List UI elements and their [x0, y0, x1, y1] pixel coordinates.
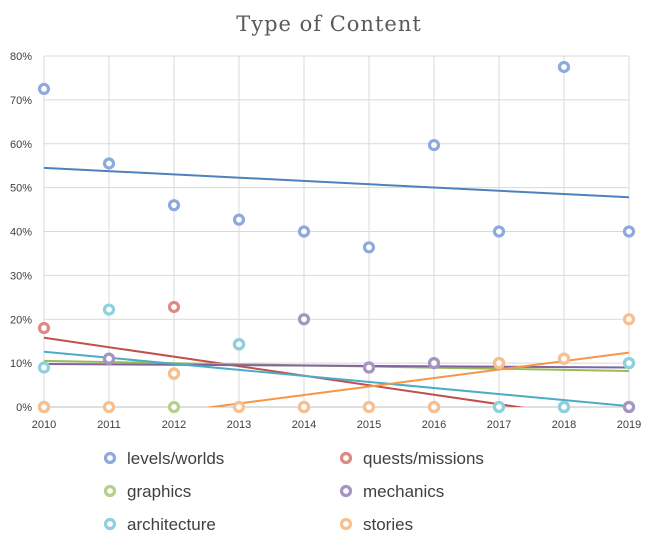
plot-grid: [43, 55, 630, 408]
data-point: [622, 225, 636, 238]
data-point: [427, 357, 441, 370]
legend-marker: [103, 451, 117, 465]
series-levels-worlds: [37, 60, 636, 254]
data-point: [557, 400, 571, 414]
legend: levels/worlds quests/missions graphics mech…: [103, 449, 484, 534]
data-point: [167, 400, 181, 414]
y-axis-labels: 0% 10% 20% 30% 40% 50% 60% 70% 80%: [10, 51, 32, 414]
data-point: [232, 213, 246, 226]
legend-marker: [103, 517, 117, 531]
trendline-levels-worlds: [44, 166, 629, 199]
data-point: [427, 400, 441, 414]
x-tick-label: 2013: [227, 419, 251, 431]
data-point: [102, 352, 116, 365]
trendline-architecture: [44, 350, 629, 407]
x-axis-labels: 2010 2011 2012 2013 2014 2015 2016 2017 2018 2019: [32, 419, 641, 431]
x-tick-label: 2019: [617, 419, 641, 431]
legend-label: mechanics: [363, 482, 444, 501]
legend-marker: [339, 484, 353, 498]
trendline-mechanics: [44, 363, 629, 369]
x-tick-label: 2011: [97, 419, 121, 431]
x-tick-label: 2018: [552, 419, 576, 431]
x-tick-label: 2014: [292, 419, 316, 431]
data-point: [362, 400, 376, 414]
data-point: [492, 357, 506, 370]
data-point: [297, 400, 311, 414]
legend-label: quests/missions: [363, 449, 484, 468]
legend-label: stories: [363, 515, 413, 534]
legend-marker: [339, 517, 353, 531]
data-point: [167, 367, 181, 380]
data-point: [427, 138, 441, 152]
data-point: [37, 82, 51, 96]
chart-title: Type of Content: [236, 12, 422, 36]
data-point: [492, 225, 506, 238]
data-point: [362, 241, 376, 254]
data-point: [492, 400, 506, 414]
data-point: [167, 199, 181, 212]
data-point: [362, 361, 376, 374]
legend-item: stories: [339, 515, 413, 534]
legend-item: architecture: [103, 515, 216, 534]
data-point: [232, 400, 246, 414]
data-points: [37, 60, 636, 414]
y-tick-label: 50%: [10, 183, 32, 195]
data-point: [232, 338, 246, 351]
x-tick-label: 2017: [487, 419, 511, 431]
data-point: [102, 303, 116, 316]
data-point: [297, 225, 311, 238]
y-tick-label: 20%: [10, 314, 32, 326]
x-tick-label: 2012: [162, 419, 186, 431]
legend-marker: [103, 484, 117, 498]
series-stories: [37, 313, 636, 414]
y-tick-label: 80%: [10, 51, 32, 63]
y-tick-label: 60%: [10, 139, 32, 151]
y-tick-label: 30%: [10, 270, 32, 282]
legend-item: graphics: [103, 482, 191, 501]
data-point: [557, 352, 571, 365]
x-tick-label: 2015: [357, 419, 381, 431]
series-architecture: [37, 303, 636, 414]
data-point: [297, 313, 311, 326]
data-point: [37, 321, 51, 335]
legend-item: mechanics: [339, 482, 444, 501]
data-point: [557, 60, 571, 74]
trendlines: [44, 166, 629, 407]
y-tick-label: 10%: [10, 358, 32, 370]
data-point: [622, 313, 636, 326]
legend-label: architecture: [127, 515, 216, 534]
x-tick-label: 2010: [32, 419, 56, 431]
legend-item: quests/missions: [339, 449, 484, 468]
legend-marker: [339, 451, 353, 465]
data-point: [622, 400, 636, 414]
x-tick-label: 2016: [422, 419, 446, 431]
legend-label: levels/worlds: [127, 449, 224, 468]
y-tick-label: 40%: [10, 227, 32, 239]
data-point: [37, 361, 51, 374]
data-point: [167, 300, 181, 314]
data-point: [622, 357, 636, 370]
y-tick-label: 70%: [10, 95, 32, 107]
trendline-stories: [204, 351, 629, 407]
trendline-quests-missions: [44, 336, 525, 407]
legend-label: graphics: [127, 482, 191, 501]
data-point: [102, 400, 116, 414]
data-point: [37, 400, 51, 414]
legend-item: levels/worlds: [103, 449, 224, 468]
data-point: [102, 157, 116, 170]
y-tick-label: 0%: [16, 402, 32, 414]
